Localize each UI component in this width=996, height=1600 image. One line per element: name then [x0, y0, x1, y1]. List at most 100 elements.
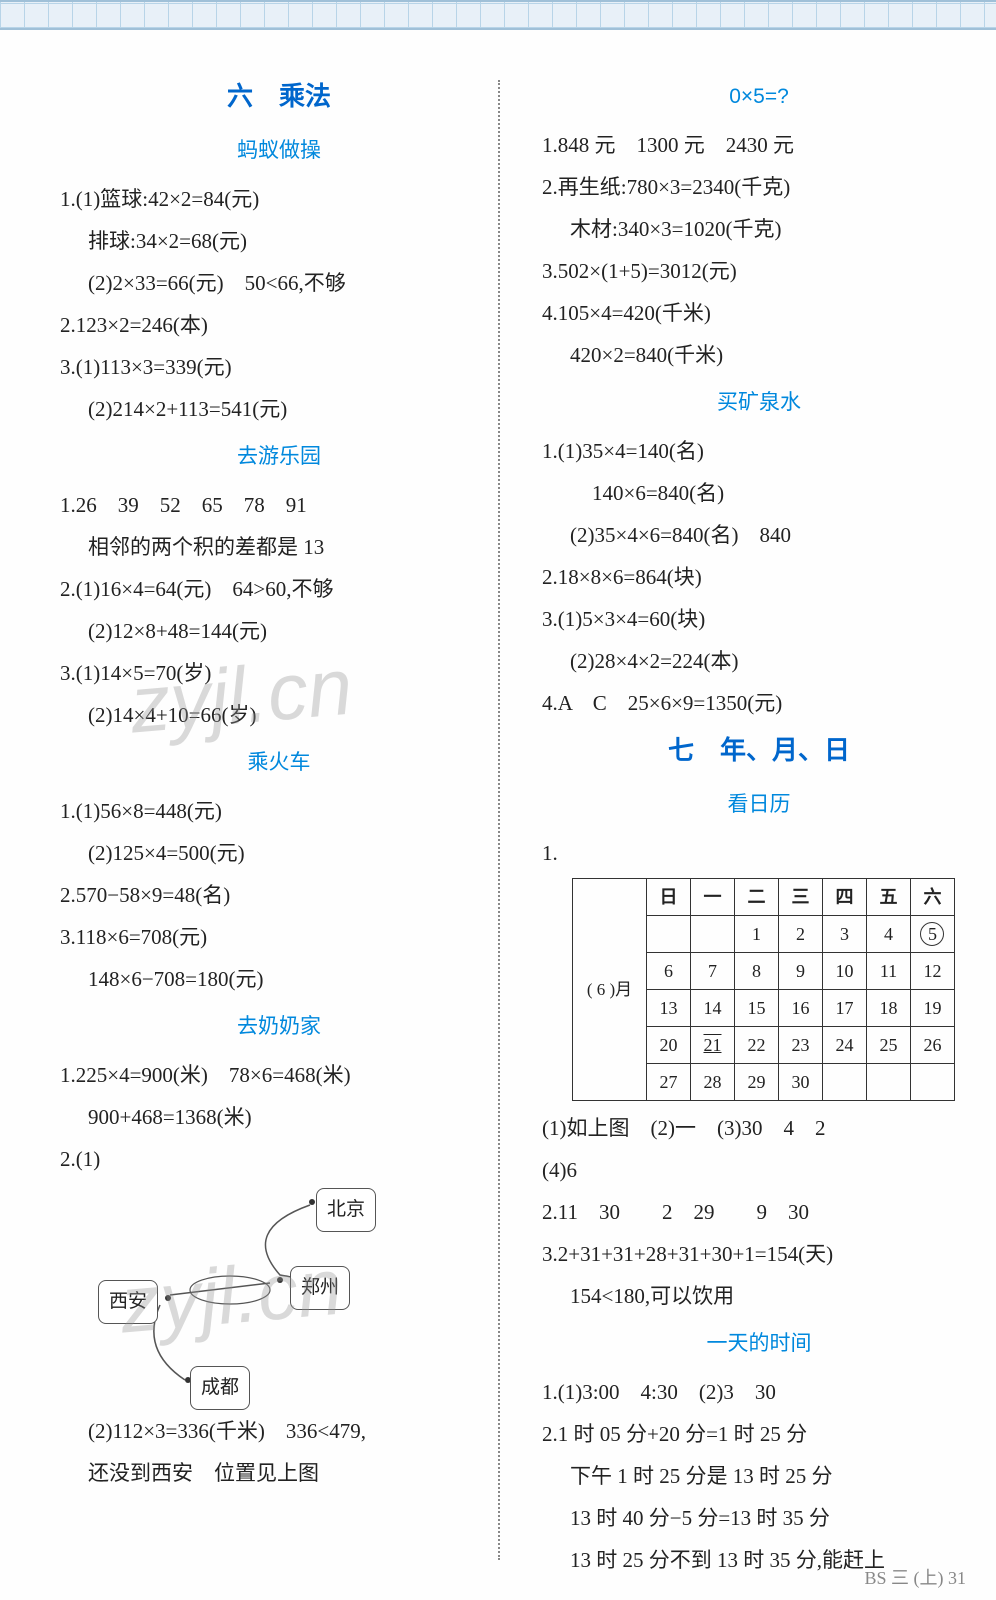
chapter-6-title: 六 乘法: [60, 70, 498, 122]
cal-head: 日: [646, 879, 690, 916]
city-xian: 西安: [98, 1280, 158, 1324]
cal-cell: 7: [690, 953, 734, 990]
answer-line: 木材:340×3=1020(千克): [542, 208, 976, 250]
answer-line: 3.(1)113×3=339(元): [60, 346, 498, 388]
cal-cell: 30: [778, 1064, 822, 1101]
calendar-header-row: ( 6 )月 日 一 二 三 四 五 六: [572, 879, 954, 916]
cal-cell: [646, 916, 690, 953]
cal-cell: 9: [778, 953, 822, 990]
answer-line: 2.18×8×6=864(块): [542, 556, 976, 598]
cal-cell: [866, 1064, 910, 1101]
answer-line: 2.(1): [60, 1138, 498, 1180]
cal-cell: 27: [646, 1064, 690, 1101]
page-content: 六 乘法 蚂蚁做操 1.(1)篮球:42×2=84(元) 排球:34×2=68(…: [0, 30, 996, 1581]
cal-cell: 28: [690, 1064, 734, 1101]
cal-cell: 21: [690, 1027, 734, 1064]
cal-cell: 26: [910, 1027, 954, 1064]
answer-line: (2)35×4×6=840(名) 840: [542, 514, 976, 556]
answer-line: (2)12×8+48=144(元): [60, 610, 498, 652]
answer-line: (1)如上图 (2)一 (3)30 4 2: [542, 1107, 976, 1149]
answer-line: 420×2=840(千米): [542, 334, 976, 376]
chapter-7-title: 七 年、月、日: [542, 724, 976, 776]
cal-cell: 24: [822, 1027, 866, 1064]
answer-line: (2)112×3=336(千米) 336<479,: [60, 1410, 498, 1452]
route-map: 北京 郑州 西安 成都: [80, 1180, 460, 1410]
section-0x5: 0×5=?: [542, 76, 976, 118]
cal-head: 五: [866, 879, 910, 916]
answer-line: 4.105×4=420(千米): [542, 292, 976, 334]
answer-line: 4.A C 25×6×9=1350(元): [542, 682, 976, 724]
cal-cell: 18: [866, 990, 910, 1027]
cal-head: 四: [822, 879, 866, 916]
cal-cell: 22: [734, 1027, 778, 1064]
answer-line: 1.26 39 52 65 78 91: [60, 484, 498, 526]
cal-cell: [910, 1064, 954, 1101]
answer-line: 1.848 元 1300 元 2430 元: [542, 124, 976, 166]
cal-cell: 17: [822, 990, 866, 1027]
page-footer: BS 三 (上) 31: [864, 1564, 966, 1590]
section-yitian: 一天的时间: [542, 1323, 976, 1365]
cal-head: 一: [690, 879, 734, 916]
answer-line: 相邻的两个积的差都是 13: [60, 526, 498, 568]
cal-cell: 10: [822, 953, 866, 990]
cal-cell: 29: [734, 1064, 778, 1101]
answer-line: (2)14×4+10=66(岁): [60, 694, 498, 736]
answer-line: 还没到西安 位置见上图: [60, 1452, 498, 1494]
cal-cell: 19: [910, 990, 954, 1027]
answer-line: 2.11 30 2 29 9 30: [542, 1191, 976, 1233]
cal-cell: 6: [646, 953, 690, 990]
section-mayizuocao: 蚂蚁做操: [60, 130, 498, 172]
answer-line: 下午 1 时 25 分是 13 时 25 分: [542, 1455, 976, 1497]
city-beijing: 北京: [316, 1188, 376, 1232]
cal-cell: 5: [910, 916, 954, 953]
cal-cell: 11: [866, 953, 910, 990]
calendar-month-cell: ( 6 )月: [572, 879, 646, 1101]
answer-line: (2)214×2+113=541(元): [60, 388, 498, 430]
cal-cell: 14: [690, 990, 734, 1027]
cal-cell: 23: [778, 1027, 822, 1064]
answer-line: 1.(1)3:00 4:30 (2)3 30: [542, 1371, 976, 1413]
cal-cell: 25: [866, 1027, 910, 1064]
answer-line: 1.(1)35×4=140(名): [542, 430, 976, 472]
answer-line: 3.118×6=708(元): [60, 916, 498, 958]
calendar-table: ( 6 )月 日 一 二 三 四 五 六 1 2 3 4 5 6 7: [572, 878, 955, 1101]
cal-cell: 20: [646, 1027, 690, 1064]
cal-cell: 16: [778, 990, 822, 1027]
cal-cell: 15: [734, 990, 778, 1027]
cal-head: 六: [910, 879, 954, 916]
section-kanrili: 看日历: [542, 784, 976, 826]
cal-head: 二: [734, 879, 778, 916]
city-chengdu: 成都: [190, 1366, 250, 1410]
city-zhengzhou: 郑州: [290, 1266, 350, 1310]
left-column: 六 乘法 蚂蚁做操 1.(1)篮球:42×2=84(元) 排球:34×2=68(…: [60, 70, 518, 1581]
section-maikqs: 买矿泉水: [542, 382, 976, 424]
answer-line: 154<180,可以饮用: [542, 1275, 976, 1317]
answer-line: 140×6=840(名): [542, 472, 976, 514]
cal-cell: 3: [822, 916, 866, 953]
answer-line: 3.502×(1+5)=3012(元): [542, 250, 976, 292]
answer-line: (2)125×4=500(元): [60, 832, 498, 874]
section-chenghuoche: 乘火车: [60, 742, 498, 784]
answer-line: 2.570−58×9=48(名): [60, 874, 498, 916]
cal-cell: 4: [866, 916, 910, 953]
answer-line: 1.(1)篮球:42×2=84(元): [60, 178, 498, 220]
answer-line: 2.(1)16×4=64(元) 64>60,不够: [60, 568, 498, 610]
answer-line: 3.(1)14×5=70(岁): [60, 652, 498, 694]
section-quyouleyuan: 去游乐园: [60, 436, 498, 478]
right-column: 0×5=? 1.848 元 1300 元 2430 元 2.再生纸:780×3=…: [518, 70, 976, 1581]
answer-line: 13 时 40 分−5 分=13 时 35 分: [542, 1497, 976, 1539]
answer-line: 900+468=1368(米): [60, 1096, 498, 1138]
answer-line: 3.(1)5×3×4=60(块): [542, 598, 976, 640]
column-divider: [498, 80, 500, 1560]
cal-cell: [690, 916, 734, 953]
answer-line: (2)2×33=66(元) 50<66,不够: [60, 262, 498, 304]
answer-line: 2.123×2=246(本): [60, 304, 498, 346]
cal-cell: 8: [734, 953, 778, 990]
cal-cell: 1: [734, 916, 778, 953]
answer-line: 3.2+31+31+28+31+30+1=154(天): [542, 1233, 976, 1275]
answer-line: 1.: [542, 832, 976, 874]
cal-cell: [822, 1064, 866, 1101]
answer-line: (2)28×4×2=224(本): [542, 640, 976, 682]
answer-line: 2.1 时 05 分+20 分=1 时 25 分: [542, 1413, 976, 1455]
answer-line: 2.再生纸:780×3=2340(千克): [542, 166, 976, 208]
